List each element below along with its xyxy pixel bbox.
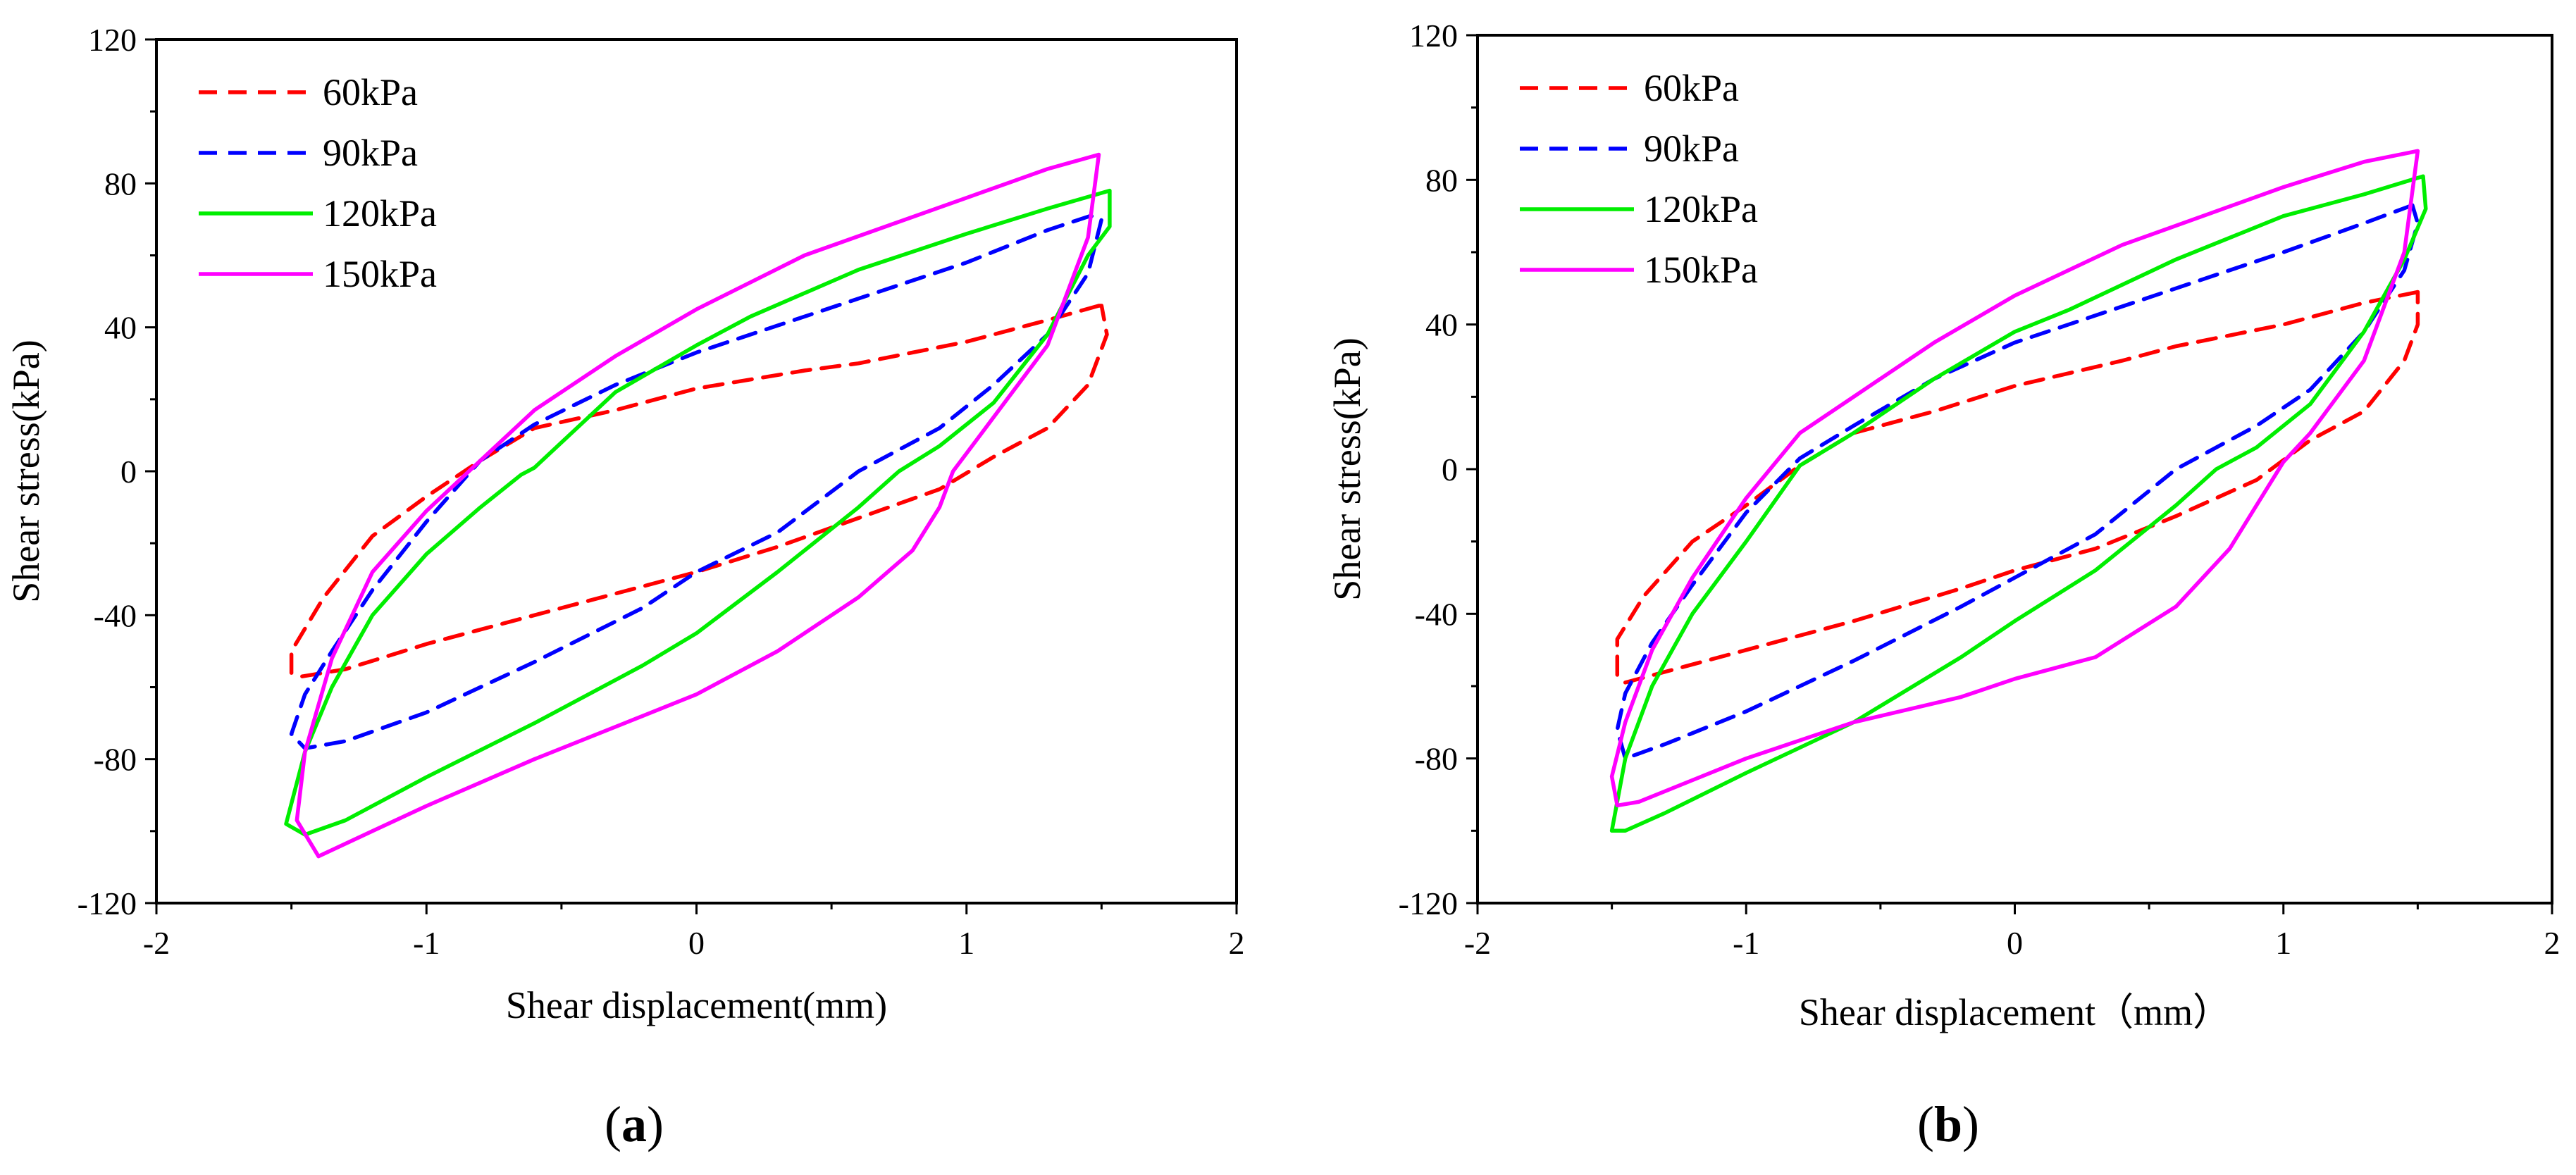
y-tick-label: -40	[94, 597, 137, 633]
y-tick-label: 120	[88, 22, 137, 58]
legend-label: 60kPa	[323, 71, 418, 113]
x-tick-label: 2	[2544, 925, 2560, 961]
legend-label: 60kPa	[1644, 67, 1739, 109]
legend-label: 120kPa	[323, 192, 437, 235]
legend-label: 150kPa	[323, 253, 437, 295]
y-tick-label: 40	[104, 310, 137, 346]
panel-label: (a)	[605, 1096, 664, 1152]
series-line-120kPa	[1609, 174, 2428, 833]
y-tick-label: 0	[120, 454, 137, 490]
series-line-90kPa	[289, 213, 1104, 751]
y-axis-title: Shear stress(kPa)	[1326, 337, 1368, 600]
y-tick-label: -80	[1415, 741, 1458, 777]
x-axis-title: Shear displacement(mm)	[506, 984, 887, 1026]
y-tick-label: -40	[1415, 596, 1458, 632]
panel-label: (b)	[1917, 1096, 1979, 1152]
x-tick-label: 1	[958, 925, 974, 961]
x-tick-label: -2	[1464, 925, 1491, 961]
legend-label: 90kPa	[323, 132, 418, 174]
x-axis-title: Shear displacement（mm）	[1799, 991, 2231, 1033]
x-tick-label: -1	[1733, 925, 1759, 961]
y-tick-label: 40	[1425, 307, 1458, 343]
x-tick-label: 0	[2007, 925, 2023, 961]
legend-label: 150kPa	[1644, 249, 1758, 291]
y-axis-title: Shear stress(kPa)	[5, 340, 47, 602]
y-tick-label: 80	[1425, 162, 1458, 198]
y-tick-label: 0	[1442, 452, 1458, 487]
y-tick-label: -120	[78, 885, 137, 921]
y-tick-label: -80	[94, 742, 137, 778]
legend-label: 90kPa	[1644, 128, 1739, 170]
x-tick-label: 1	[2275, 925, 2291, 961]
chart-panel-b: -2 -1 0 1 2 -120 -80 -40 0 40 80 120 60kPa 90kPa 120kP…	[1326, 18, 2560, 1152]
series-line-60kPa	[289, 304, 1109, 678]
x-tick-label: 0	[688, 925, 705, 961]
series-line-150kPa	[295, 152, 1101, 859]
series-line-150kPa	[1609, 149, 2420, 808]
y-tick-label: -120	[1399, 885, 1458, 921]
series-line-120kPa	[284, 188, 1112, 837]
x-tick-label: -1	[413, 925, 440, 961]
x-tick-label: 2	[1229, 925, 1245, 961]
y-tick-label: 120	[1409, 18, 1458, 54]
chart-panel-a: -2 -1 0 1 2 -120 -80 -40 0 40 80 120 60kPa 90kPa 120kP…	[5, 22, 1245, 1152]
y-tick-label: 80	[104, 166, 137, 201]
legend-label: 120kPa	[1644, 188, 1758, 230]
x-tick-label: -2	[143, 925, 170, 961]
